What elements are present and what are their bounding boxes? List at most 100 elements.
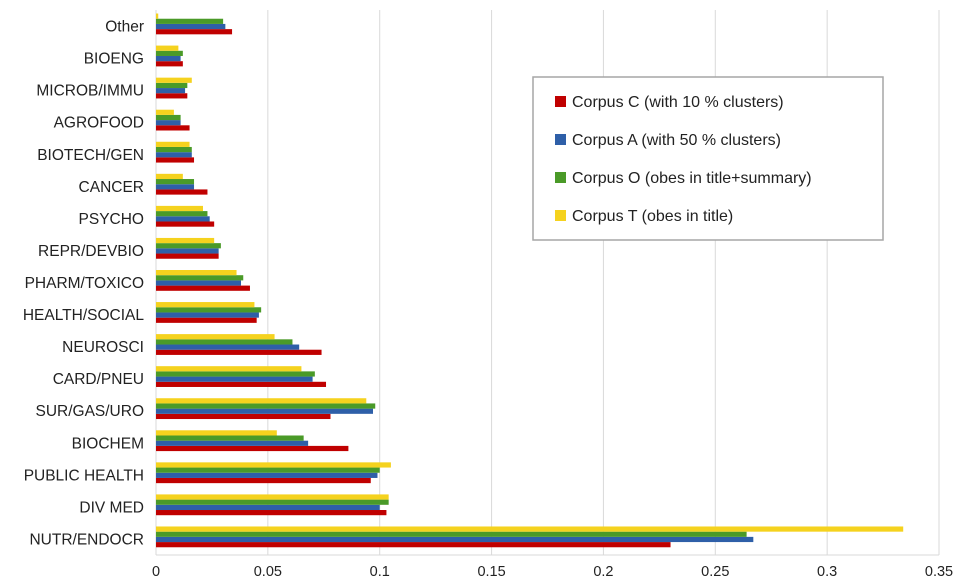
legend: Corpus C (with 10 % clusters) Corpus A (w… [532, 76, 884, 241]
bar [156, 152, 192, 158]
bar [156, 408, 374, 414]
category-label: BIOENG [84, 51, 144, 68]
bar [156, 536, 754, 543]
bar [156, 445, 349, 452]
bar [156, 146, 192, 153]
bar [156, 285, 250, 291]
bar [156, 366, 302, 372]
bar [156, 50, 183, 56]
x-tick-label: 0.3 [817, 564, 837, 580]
legend-swatch [555, 96, 566, 107]
legend-entry: Corpus O (obes in title+summary) [572, 170, 812, 187]
bar [156, 179, 195, 185]
bar [156, 312, 259, 318]
bar [156, 216, 210, 222]
bar [156, 344, 300, 350]
bar [156, 542, 671, 548]
x-tick-label: 0.1 [370, 564, 390, 580]
bar [156, 280, 242, 286]
bar [156, 243, 221, 249]
bar [156, 13, 159, 19]
bar [156, 237, 215, 244]
bar [156, 440, 309, 446]
bar [156, 398, 367, 404]
category-label: PSYCHO [79, 211, 144, 228]
bar [156, 211, 208, 217]
bar [156, 221, 215, 227]
legend-entry: Corpus T (obes in title) [572, 208, 733, 225]
bar [156, 472, 378, 478]
legend-box [532, 76, 884, 241]
category-label: PHARM/TOXICO [25, 275, 144, 292]
category-label: PUBLIC HEALTH [24, 467, 144, 484]
category-label: CARD/PNEU [53, 371, 144, 388]
category-label: MICROB/IMMU [36, 83, 144, 100]
bar [156, 403, 376, 409]
category-label: SUR/GAS/URO [35, 403, 144, 420]
legend-swatch [555, 172, 566, 183]
bar [156, 381, 327, 387]
category-label: BIOCHEM [72, 435, 144, 452]
bar-marks [156, 13, 904, 548]
bar [156, 253, 219, 259]
bar [156, 477, 371, 484]
category-label: AGROFOOD [54, 115, 144, 132]
bar [156, 141, 190, 147]
bar [156, 413, 331, 420]
bar [156, 317, 257, 323]
bar [156, 499, 389, 505]
x-tick-label: 0.15 [477, 564, 505, 580]
legend-swatch [555, 134, 566, 145]
x-tick-label: 0.35 [925, 564, 953, 580]
bar [156, 349, 322, 355]
bar [156, 531, 747, 537]
category-label: Other [105, 19, 144, 36]
bar [156, 173, 183, 180]
bar [156, 339, 293, 345]
x-tick-label: 0.05 [254, 564, 282, 580]
bar [156, 376, 313, 382]
legend-entry: Corpus C (with 10 % clusters) [572, 94, 784, 111]
bar [156, 93, 188, 99]
bar [156, 114, 181, 121]
bar [156, 184, 195, 190]
bar [156, 157, 195, 163]
bar [156, 23, 226, 30]
category-label: HEALTH/SOCIAL [23, 307, 145, 324]
category-label: CANCER [79, 179, 144, 196]
category-label: REPR/DEVBIO [38, 243, 144, 260]
bar [156, 45, 179, 51]
bar [156, 371, 315, 377]
category-label: BIOTECH/GEN [37, 147, 144, 164]
x-tick-label: 0.2 [593, 564, 613, 580]
bar [156, 504, 380, 511]
bar [156, 109, 174, 115]
bar [156, 467, 380, 473]
category-label: NEUROSCI [62, 339, 144, 356]
bar [156, 334, 275, 340]
bar [156, 526, 904, 532]
bar [156, 510, 387, 516]
x-tick-labels: 0 0.05 0.1 0.15 0.2 0.25 0.3 0.35 [152, 564, 953, 580]
bar [156, 248, 219, 254]
bar [156, 205, 203, 212]
bar [156, 18, 224, 24]
category-label: NUTR/ENDOCR [29, 531, 144, 548]
bar [156, 88, 186, 94]
bar [156, 270, 237, 276]
category-label: DIV MED [79, 499, 144, 516]
bar [156, 189, 208, 195]
bar [156, 125, 190, 131]
bar [156, 82, 188, 89]
bar [156, 275, 244, 281]
bar [156, 55, 181, 62]
legend-entry: Corpus A (with 50 % clusters) [572, 132, 781, 149]
legend-swatch [555, 210, 566, 221]
bar [156, 77, 192, 83]
bar [156, 307, 262, 313]
bar [156, 61, 183, 67]
bar [156, 462, 391, 468]
x-tick-label: 0.25 [701, 564, 729, 580]
bar [156, 430, 277, 436]
